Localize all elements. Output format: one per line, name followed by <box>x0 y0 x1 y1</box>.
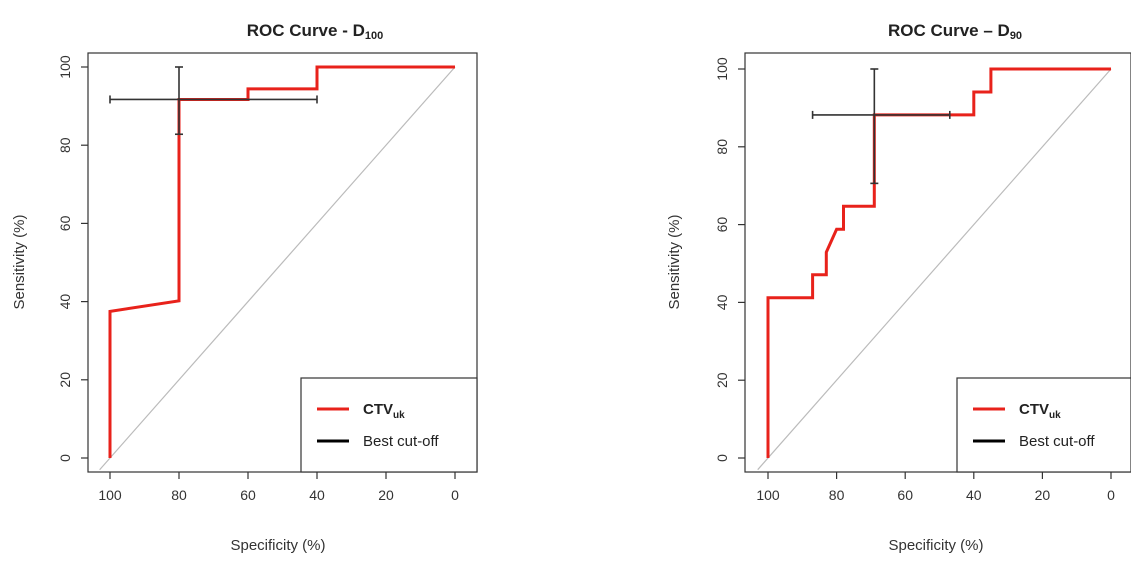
y-tick-label: 100 <box>57 55 73 79</box>
legend: CTVuk Best cut-off <box>300 377 478 473</box>
x-tick-label: 60 <box>897 487 913 503</box>
y-tick-label: 40 <box>714 294 730 310</box>
y-tick-label: 60 <box>714 217 730 233</box>
legend-label: Best cut-off <box>1019 433 1095 450</box>
y-tick-label: 20 <box>714 372 730 388</box>
chart-title: ROC Curve – D90 <box>888 21 1022 42</box>
y-tick-label: 80 <box>57 137 73 153</box>
roc-chart-d90: ROC Curve – D90 Specificity (%) Sensitiv… <box>666 21 1131 554</box>
y-tick-label: 20 <box>57 372 73 388</box>
roc-curve-line <box>766 67 1111 458</box>
y-tick-label: 60 <box>57 215 73 231</box>
x-tick-label: 80 <box>829 487 845 503</box>
plot-frame <box>744 52 1131 473</box>
y-tick-label: 0 <box>714 454 730 462</box>
y-axis-label: Sensitivity (%) <box>11 214 28 309</box>
diagonal-reference-line <box>757 68 1112 471</box>
x-axis-label: Specificity (%) <box>230 537 325 554</box>
x-tick-label: 100 <box>98 487 122 503</box>
diagonal-reference-line <box>99 66 456 471</box>
y-tick-label: 40 <box>57 294 73 310</box>
x-tick-label: 0 <box>1107 487 1115 503</box>
legend-box <box>956 377 1131 473</box>
x-tick-label: 40 <box>309 487 325 503</box>
chart-title: ROC Curve - D100 <box>247 21 383 42</box>
legend: CTVuk Best cut-off <box>956 377 1131 473</box>
x-tick-label: 0 <box>451 487 459 503</box>
legend-label: Best cut-off <box>363 433 439 450</box>
x-tick-label: 60 <box>240 487 256 503</box>
x-tick-label: 100 <box>756 487 780 503</box>
roc-chart-d100: ROC Curve - D100 Specificity (%) Sensiti… <box>11 21 478 554</box>
x-tick-label: 40 <box>966 487 982 503</box>
y-axis-label: Sensitivity (%) <box>666 214 683 309</box>
legend-label: CTVuk <box>1019 401 1061 421</box>
y-tick-label: 100 <box>714 57 730 81</box>
x-tick-label: 20 <box>1035 487 1051 503</box>
x-tick-label: 20 <box>378 487 394 503</box>
x-tick-label: 80 <box>171 487 187 503</box>
x-axis-label: Specificity (%) <box>888 537 983 554</box>
legend-label: CTVuk <box>363 401 405 421</box>
y-tick-label: 0 <box>57 454 73 462</box>
plot-frame <box>87 52 478 473</box>
y-tick-label: 80 <box>714 139 730 155</box>
legend-box <box>300 377 478 473</box>
